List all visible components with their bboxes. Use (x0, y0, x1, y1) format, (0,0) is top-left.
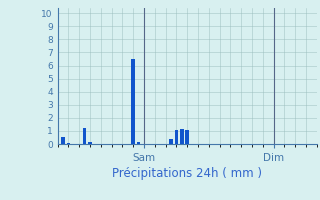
Bar (180, 129, 184, 144)
Bar (67, 143, 70, 144)
Bar (83, 128, 86, 144)
Bar (185, 130, 189, 144)
Bar (61, 137, 65, 144)
Bar (174, 130, 178, 144)
Bar (88, 142, 92, 144)
Bar (137, 142, 140, 144)
X-axis label: Précipitations 24h ( mm ): Précipitations 24h ( mm ) (112, 167, 262, 180)
Bar (131, 59, 135, 144)
Bar (169, 139, 173, 144)
